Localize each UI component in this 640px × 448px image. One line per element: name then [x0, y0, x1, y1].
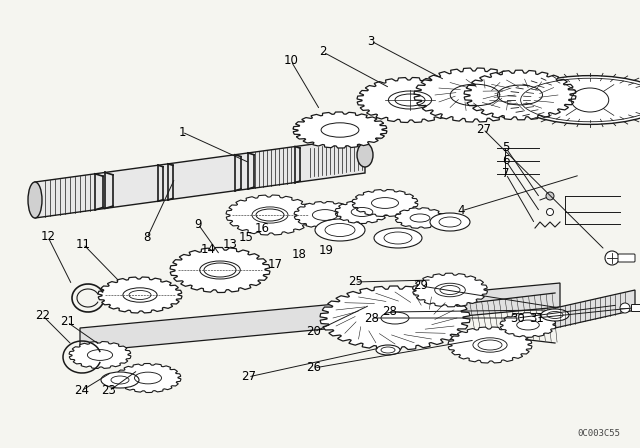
Text: 14: 14	[200, 243, 216, 257]
Text: 28: 28	[364, 311, 379, 325]
Ellipse shape	[315, 219, 365, 241]
Text: 21: 21	[60, 315, 75, 328]
Ellipse shape	[376, 345, 400, 355]
Text: 24: 24	[74, 384, 89, 397]
Ellipse shape	[101, 372, 139, 388]
Ellipse shape	[28, 182, 42, 218]
Polygon shape	[414, 68, 536, 122]
Text: 22: 22	[35, 309, 51, 323]
Polygon shape	[115, 363, 181, 392]
Text: 3: 3	[367, 34, 375, 48]
Polygon shape	[69, 341, 131, 368]
Text: 23: 23	[101, 384, 116, 397]
Circle shape	[546, 192, 554, 200]
Polygon shape	[98, 277, 182, 313]
Text: 10: 10	[284, 54, 299, 67]
Polygon shape	[464, 70, 576, 120]
Text: 2: 2	[319, 45, 327, 58]
Polygon shape	[335, 201, 389, 224]
Ellipse shape	[430, 213, 470, 231]
Text: 28: 28	[381, 305, 397, 318]
Text: 17: 17	[268, 258, 283, 271]
FancyBboxPatch shape	[618, 254, 635, 262]
Polygon shape	[448, 327, 532, 363]
Text: 27: 27	[476, 122, 491, 136]
Text: 6: 6	[502, 154, 509, 167]
Text: 11: 11	[76, 237, 91, 251]
Text: 25: 25	[348, 275, 363, 288]
Text: 7: 7	[502, 167, 509, 181]
Polygon shape	[170, 247, 270, 293]
Text: 12: 12	[40, 230, 56, 243]
Circle shape	[605, 251, 619, 265]
Text: 18: 18	[292, 248, 307, 261]
Ellipse shape	[541, 309, 569, 321]
Polygon shape	[395, 208, 445, 228]
Polygon shape	[320, 286, 470, 350]
Circle shape	[547, 208, 554, 215]
Text: 0C003C55: 0C003C55	[577, 429, 620, 438]
Text: 5: 5	[502, 141, 509, 155]
Polygon shape	[357, 78, 463, 122]
Ellipse shape	[374, 228, 422, 248]
Polygon shape	[500, 313, 556, 337]
Circle shape	[620, 303, 630, 313]
Polygon shape	[294, 202, 356, 228]
Ellipse shape	[357, 143, 373, 167]
Polygon shape	[35, 137, 365, 218]
Text: 27: 27	[241, 370, 256, 383]
Polygon shape	[555, 290, 635, 328]
Text: 29: 29	[413, 279, 429, 293]
Text: 19: 19	[319, 244, 334, 258]
Text: 16: 16	[255, 222, 270, 235]
Polygon shape	[226, 195, 314, 235]
Polygon shape	[413, 273, 488, 307]
Text: 31: 31	[529, 311, 544, 325]
Text: 30: 30	[509, 311, 525, 325]
FancyBboxPatch shape	[632, 305, 640, 311]
Text: 26: 26	[306, 361, 321, 374]
Polygon shape	[293, 112, 387, 148]
Text: 15: 15	[239, 231, 254, 244]
Polygon shape	[80, 283, 560, 352]
Text: 1: 1	[179, 125, 186, 139]
Text: 13: 13	[223, 237, 238, 251]
Text: 8: 8	[143, 231, 151, 244]
Ellipse shape	[515, 76, 640, 125]
Text: 20: 20	[306, 325, 321, 338]
Text: 4: 4	[457, 204, 465, 217]
Text: 9: 9	[195, 217, 202, 231]
Polygon shape	[352, 190, 418, 216]
